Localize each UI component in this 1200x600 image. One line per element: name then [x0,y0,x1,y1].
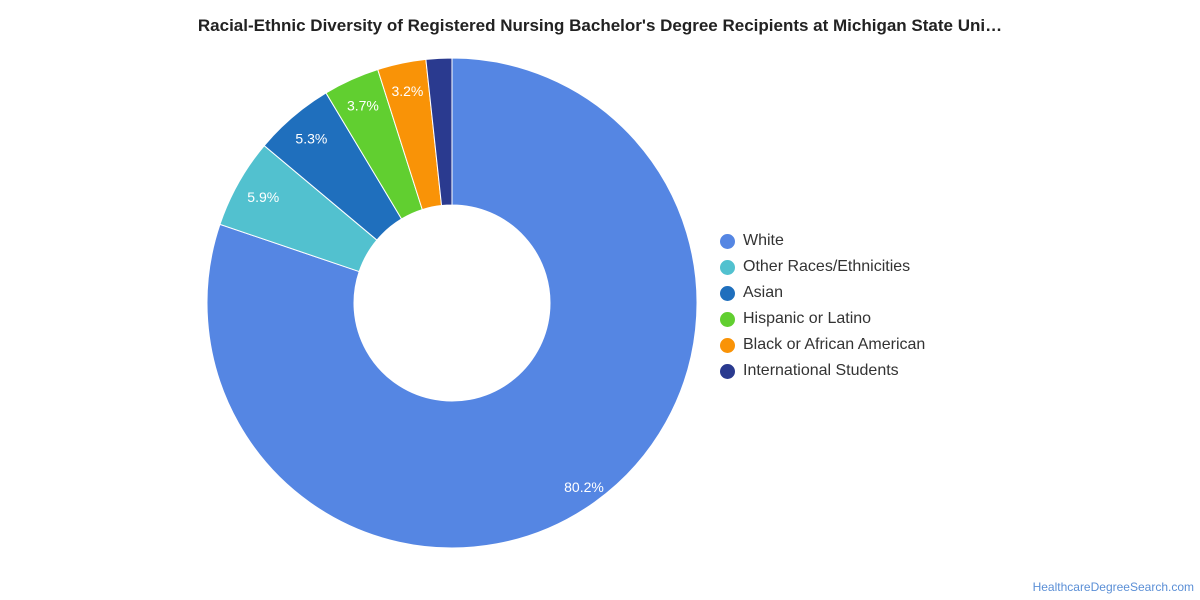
legend: White Other Races/Ethnicities Asian Hispani… [720,228,925,384]
legend-item[interactable]: International Students [720,358,925,384]
source-link[interactable]: HealthcareDegreeSearch.com [1032,580,1194,594]
legend-swatch-icon [720,311,735,327]
legend-label: White [743,232,784,249]
legend-swatch-icon [720,337,735,353]
legend-swatch-icon [720,363,735,379]
slice-label: 5.9% [247,189,279,205]
legend-swatch-icon [720,285,735,301]
legend-swatch-icon [720,259,735,275]
legend-item[interactable]: White [720,228,925,254]
legend-swatch-icon [720,233,735,249]
slice-label: 3.7% [347,98,379,114]
slice-label: 5.3% [295,130,327,146]
legend-label: Other Races/Ethnicities [743,258,911,275]
slice-label: 80.2% [564,479,604,495]
legend-item[interactable]: Hispanic or Latino [720,306,925,332]
chart-title: Racial-Ethnic Diversity of Registered Nu… [197,16,1003,35]
legend-label: Hispanic or Latino [743,310,872,327]
legend-label: Black or African American [743,336,926,353]
legend-item[interactable]: Asian [720,280,925,306]
legend-item[interactable]: Black or African American [720,332,925,358]
slice-white [206,57,698,549]
slice-label: 3.2% [391,83,423,99]
legend-label: International Students [743,362,899,379]
slice-international-students [425,57,453,207]
legend-label: Asian [743,284,784,301]
legend-item[interactable]: Other Races/Ethnicities [720,254,925,280]
